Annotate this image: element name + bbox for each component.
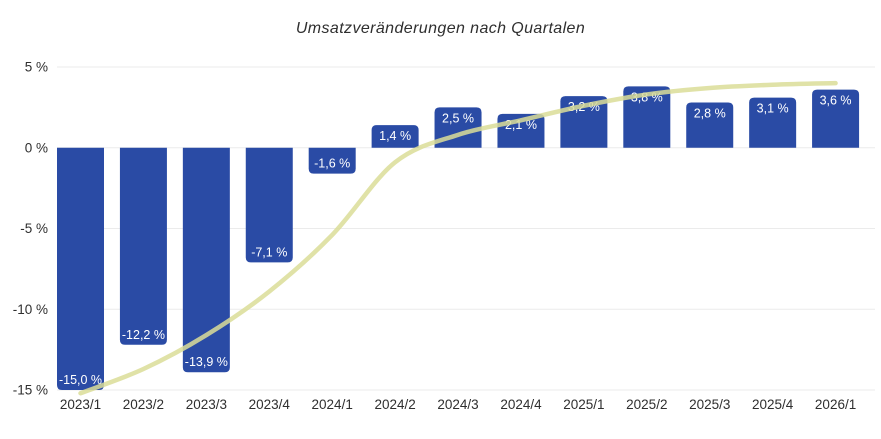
- x-axis-tick-label: 2025/4: [752, 397, 794, 412]
- bar: [308, 147, 356, 174]
- x-axis-tick-label: 2024/1: [312, 397, 353, 412]
- y-axis-tick-label: 0 %: [25, 140, 48, 155]
- bar-value-label: -1,6 %: [314, 157, 350, 171]
- x-axis-tick-label: 2023/2: [123, 397, 164, 412]
- y-axis-tick-label: -10 %: [13, 302, 48, 317]
- bar-value-label: -15,0 %: [59, 373, 102, 387]
- bar: [119, 147, 167, 345]
- x-axis-tick-label: 2025/1: [563, 397, 604, 412]
- y-axis-tick-label: -15 %: [13, 383, 48, 398]
- x-axis-tick-label: 2024/2: [374, 397, 415, 412]
- x-axis-tick-label: 2026/1: [815, 397, 856, 412]
- bar-value-label: 3,6 %: [820, 94, 852, 108]
- trend-line: [78, 80, 838, 396]
- bar: [623, 86, 671, 148]
- bar-value-label: 3,1 %: [757, 102, 789, 116]
- x-axis-tick-label: 2023/1: [60, 397, 101, 412]
- bar-value-label: -12,2 %: [122, 328, 165, 342]
- bar-value-label: 1,4 %: [379, 129, 411, 143]
- bar-value-label: -7,1 %: [251, 245, 287, 259]
- bar: [182, 147, 230, 373]
- bar: [57, 147, 104, 390]
- x-axis-tick-label: 2025/2: [626, 397, 667, 412]
- x-axis-tick-label: 2025/3: [689, 397, 730, 412]
- y-axis-tick-label: -5 %: [20, 221, 48, 236]
- bar: [812, 89, 860, 148]
- bar-value-label: 2,8 %: [694, 107, 726, 121]
- x-axis-tick-label: 2024/4: [500, 397, 542, 412]
- bar-value-label: 2,5 %: [442, 111, 474, 125]
- bar: [371, 125, 419, 148]
- bar: [686, 102, 734, 148]
- x-axis-tick-label: 2023/3: [186, 397, 227, 412]
- x-axis-tick-label: 2023/4: [249, 397, 291, 412]
- bar: [245, 147, 293, 263]
- bar: [749, 97, 797, 148]
- y-axis-tick-label: 5 %: [25, 60, 48, 75]
- x-axis-tick-label: 2024/3: [437, 397, 478, 412]
- bar-value-label: -13,9 %: [185, 355, 228, 369]
